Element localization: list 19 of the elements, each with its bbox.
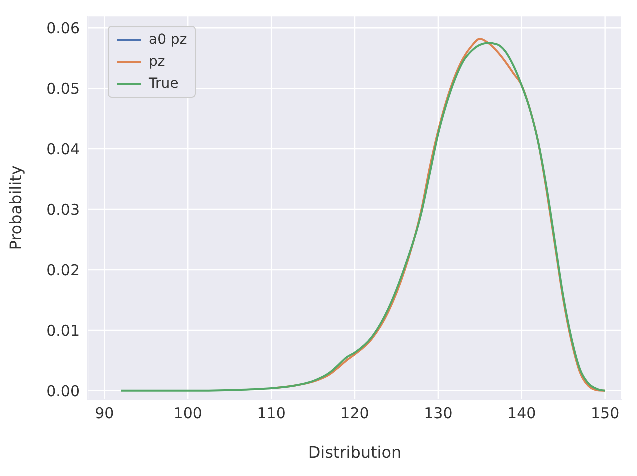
y-tick-label: 0.01 bbox=[46, 322, 80, 340]
x-tick-label: 90 bbox=[95, 404, 114, 423]
x-tick-label: 140 bbox=[508, 404, 536, 423]
x-tick-label: 150 bbox=[590, 404, 620, 423]
y-tick-label: 0.03 bbox=[46, 200, 80, 219]
legend-label: a0 pz bbox=[149, 31, 188, 50]
x-tick-label: 110 bbox=[257, 404, 286, 423]
x-tick-label: 100 bbox=[174, 404, 202, 423]
legend-label: True bbox=[149, 75, 179, 94]
y-tick-label: 0.06 bbox=[46, 19, 80, 38]
x-tick-label: 120 bbox=[340, 404, 370, 423]
y-axis-title: Probability bbox=[6, 166, 26, 250]
legend-label: pz bbox=[149, 53, 166, 72]
y-tick-label: 0.04 bbox=[46, 140, 80, 158]
x-axis-title: Distribution bbox=[308, 443, 402, 462]
y-tick-label: 0.05 bbox=[46, 80, 80, 98]
y-tick-label: 0.00 bbox=[46, 382, 80, 400]
x-tick-label: 130 bbox=[424, 404, 453, 423]
y-tick-label: 0.02 bbox=[46, 261, 80, 280]
